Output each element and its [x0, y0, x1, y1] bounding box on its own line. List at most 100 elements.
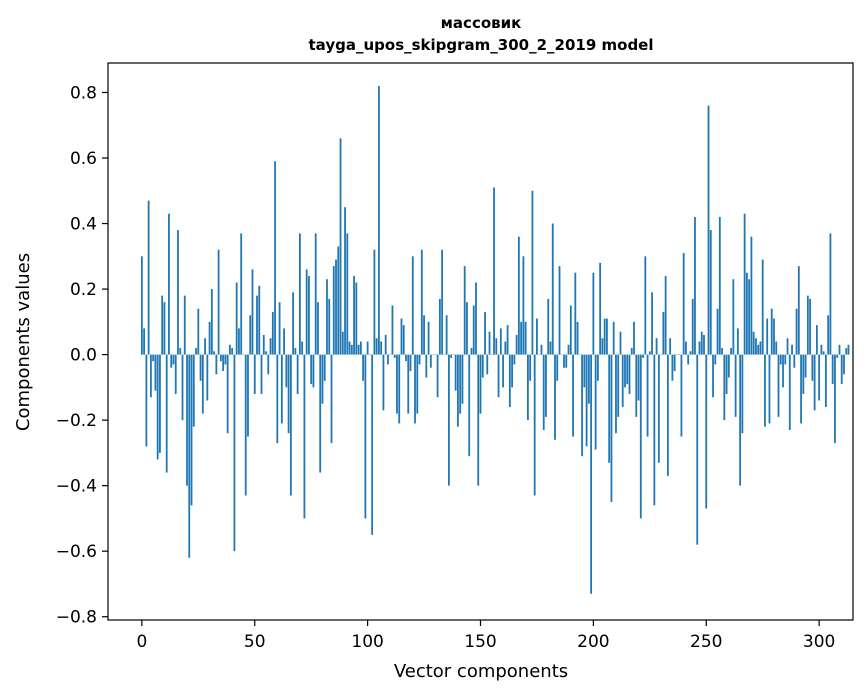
bar: [795, 308, 798, 355]
bar: [594, 354, 597, 450]
bar: [359, 341, 362, 355]
bar: [156, 354, 159, 460]
bar: [838, 344, 841, 355]
bar: [601, 338, 604, 355]
bar: [827, 315, 830, 355]
bar: [287, 354, 290, 434]
bar: [450, 354, 453, 358]
bar: [335, 259, 337, 355]
bar: [143, 328, 146, 355]
y-tick-label: 0.8: [70, 83, 97, 103]
bar: [741, 354, 744, 434]
bar: [179, 348, 182, 355]
bar: [734, 354, 737, 417]
bar: [244, 354, 247, 496]
bar: [576, 321, 579, 355]
bar: [172, 354, 175, 365]
bar: [813, 354, 816, 411]
bar: [793, 354, 796, 368]
bar: [199, 354, 202, 381]
bar: [398, 354, 401, 424]
bar: [506, 325, 509, 355]
bar: [757, 344, 760, 355]
bar: [527, 354, 529, 421]
bar: [301, 341, 304, 355]
bar: [822, 351, 825, 355]
bar: [332, 266, 335, 355]
bar: [502, 354, 504, 388]
bar: [215, 354, 218, 375]
y-tick-label: −0.6: [56, 542, 97, 562]
bar: [691, 298, 694, 355]
bar: [463, 266, 466, 355]
bar: [488, 331, 491, 355]
bar: [186, 354, 188, 486]
bar: [425, 354, 428, 378]
bar: [321, 354, 324, 404]
bar: [418, 354, 421, 365]
bar: [429, 354, 432, 368]
bar: [615, 354, 617, 434]
bar: [357, 344, 360, 355]
bar: [585, 354, 588, 447]
bar: [624, 354, 626, 388]
bar: [355, 282, 358, 355]
bar: [402, 325, 405, 355]
bar: [391, 305, 394, 355]
bar: [305, 269, 308, 355]
bar: [416, 354, 419, 414]
bar: [685, 341, 687, 355]
bar: [161, 295, 164, 355]
x-axis-label: Vector components: [394, 661, 568, 682]
bar: [407, 354, 410, 414]
bar: [545, 354, 547, 417]
bar: [341, 331, 344, 355]
y-axis-ticks: −0.8 −0.6 −0.4 −0.2 0.0 0.2 0.4 0.6 0.8: [56, 83, 108, 628]
bar: [466, 302, 468, 355]
bar: [400, 318, 403, 355]
bar: [648, 351, 651, 355]
bar: [459, 354, 462, 414]
bar: [253, 354, 256, 394]
bar: [371, 354, 374, 535]
bar: [303, 354, 306, 519]
bar: [323, 354, 326, 381]
bar: [825, 354, 827, 408]
bar: [159, 354, 161, 453]
bar: [396, 354, 398, 414]
bar: [633, 321, 635, 355]
bar: [671, 354, 674, 381]
bar: [716, 308, 719, 355]
bar: [271, 312, 274, 355]
bar: [646, 354, 649, 437]
bar: [393, 354, 396, 358]
bar: [493, 187, 495, 355]
bar-series: [140, 85, 850, 594]
bar: [533, 354, 536, 496]
bar: [802, 354, 805, 394]
bar: [339, 138, 342, 355]
bar: [834, 354, 836, 444]
plot-frame: [107, 62, 854, 621]
bar: [278, 302, 281, 355]
bar: [770, 308, 773, 355]
bar: [662, 312, 665, 355]
bar: [192, 354, 195, 427]
bar: [743, 213, 746, 355]
bar: [314, 233, 317, 355]
bar: [644, 256, 647, 355]
bar: [818, 354, 821, 401]
bar: [382, 354, 385, 411]
y-tick-label: −0.4: [56, 477, 97, 497]
bar: [267, 354, 270, 375]
bar: [436, 354, 439, 398]
bar: [682, 253, 685, 355]
bar: [554, 354, 556, 440]
bar: [739, 354, 742, 486]
bar: [348, 341, 351, 355]
bar: [504, 341, 507, 355]
bar: [208, 321, 211, 355]
bar: [567, 344, 570, 355]
bar: [233, 354, 236, 552]
